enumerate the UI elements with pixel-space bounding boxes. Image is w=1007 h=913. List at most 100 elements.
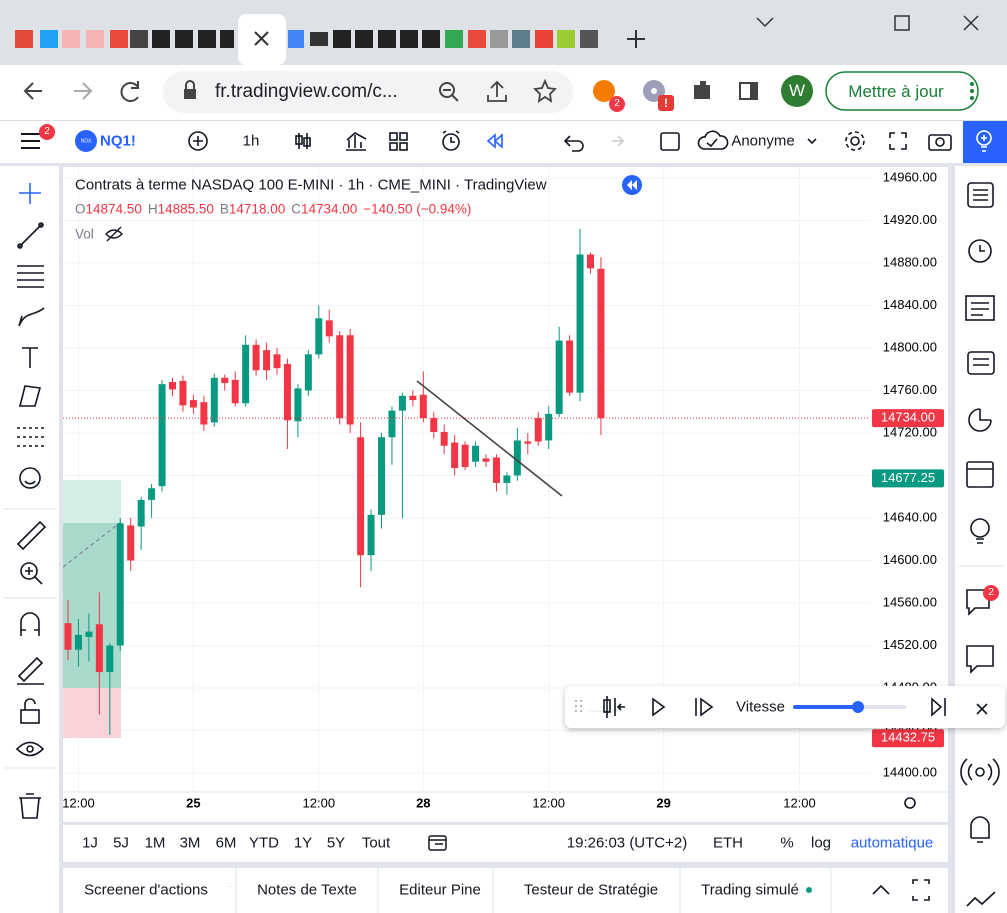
close-replay[interactable]	[976, 703, 988, 715]
range-button[interactable]: 1Y	[293, 834, 313, 852]
range-button[interactable]: 1M	[144, 834, 166, 852]
session[interactable]: ETH	[713, 834, 743, 852]
candle-body	[179, 380, 187, 406]
icon-shape	[694, 81, 710, 99]
reload-button[interactable]	[120, 81, 139, 102]
candle-body	[315, 318, 323, 355]
icon-shape	[486, 133, 503, 149]
candle-body	[116, 523, 124, 646]
panel-tab[interactable]: Testeur de Stratégie	[523, 881, 659, 899]
panel-tab[interactable]: Screener d'actions	[84, 881, 208, 899]
icon-shape	[651, 88, 657, 94]
icon-shape	[20, 562, 38, 580]
icon-shape	[399, 132, 408, 141]
icon-shape	[428, 835, 447, 851]
back-button[interactable]	[23, 82, 42, 100]
url-field[interactable]	[163, 71, 573, 113]
candle-body	[545, 413, 553, 441]
volume-hidden-icon[interactable]	[104, 225, 124, 243]
icon-shape	[965, 295, 995, 321]
icon-shape	[254, 31, 269, 46]
x-tick-label: 12:00	[532, 795, 565, 810]
legend-value: 14885.50	[157, 201, 214, 217]
step[interactable]	[695, 697, 714, 717]
play[interactable]	[652, 697, 666, 717]
icon-shape	[17, 243, 23, 249]
icon-shape	[970, 96, 974, 100]
candle-body	[336, 335, 344, 419]
panel-tabs	[63, 868, 948, 913]
goto-date[interactable]	[427, 833, 449, 853]
price-tag-label: 14734.00	[881, 410, 935, 425]
icon-shape	[18, 307, 45, 327]
icon-shape	[310, 32, 328, 46]
y-tick-label: 14760.00	[883, 382, 937, 397]
icon-shape	[429, 839, 446, 845]
icon-shape	[487, 80, 507, 102]
icon-shape	[235, 868, 832, 913]
x-tick-label: 25	[186, 795, 200, 810]
icon-shape	[845, 131, 865, 151]
log-toggle[interactable]: log	[810, 834, 832, 852]
candle-body	[304, 354, 312, 391]
y-tick-label: 14640.00	[883, 509, 937, 524]
icon-shape	[220, 30, 234, 48]
icon-shape	[535, 30, 553, 48]
trend-line	[416, 380, 563, 497]
y-tick-label: 14800.00	[883, 339, 937, 354]
tab-icons	[15, 14, 979, 65]
icon-shape	[850, 136, 860, 146]
update-button[interactable]	[825, 71, 979, 111]
candle-body	[85, 631, 93, 637]
range-button[interactable]: 1J	[82, 834, 98, 852]
icon-shape	[19, 793, 41, 819]
speed-label: Vitesse	[736, 698, 785, 716]
panel-tab[interactable]: Notes de Texte	[257, 881, 357, 899]
candle-body	[566, 340, 574, 393]
range-button[interactable]: 6M	[215, 834, 237, 852]
candle-body	[357, 437, 365, 556]
auto-toggle[interactable]: automatique	[850, 834, 934, 852]
panel-tab[interactable]: Editeur Pine	[399, 881, 481, 899]
range-button[interactable]: 5Y	[326, 834, 346, 852]
legend-value: 14718.00	[228, 201, 286, 217]
ideas-button[interactable]	[963, 121, 1007, 163]
range-button[interactable]: YTD	[249, 834, 279, 852]
account[interactable]: Anonyme	[731, 132, 795, 150]
interval[interactable]: 1h	[242, 132, 260, 150]
icon-shape	[198, 30, 216, 48]
icon-shape	[976, 130, 992, 146]
speed-slider[interactable]	[852, 701, 864, 713]
y-tick-label: 14400.00	[883, 764, 937, 779]
percent-toggle[interactable]: %	[780, 834, 794, 852]
replay-icons	[575, 696, 988, 718]
candle-body	[95, 624, 103, 673]
x-tick-label: 28	[416, 795, 430, 810]
jump[interactable]	[931, 697, 946, 717]
replay-indicator-icon	[627, 180, 637, 190]
icon-shape	[442, 130, 460, 143]
update-label[interactable]: Mettre à jour	[848, 82, 944, 101]
candle-body	[503, 475, 511, 483]
icon-shape	[18, 385, 42, 407]
range-button[interactable]: 3M	[179, 834, 201, 852]
range-button[interactable]: Tout	[361, 834, 391, 852]
panel-tab[interactable]: Trading simulé	[701, 881, 799, 899]
icon-shape	[378, 30, 396, 48]
profile-initial[interactable]: W	[788, 81, 806, 100]
symbol[interactable]: NQ1!	[100, 132, 136, 150]
candle-body	[346, 335, 354, 425]
candle-body	[472, 445, 480, 462]
icon-shape	[19, 183, 41, 204]
settings[interactable]	[904, 797, 916, 809]
nav-icons: !	[23, 71, 979, 113]
icon-shape	[20, 612, 40, 636]
legend-change: −140.50 (−0.94%)	[363, 201, 472, 217]
forward-button[interactable]	[74, 82, 93, 100]
icon-shape	[22, 347, 38, 368]
icon-shape	[303, 137, 311, 147]
icon-shape	[960, 758, 1000, 786]
icon-shape	[970, 82, 974, 86]
range-button[interactable]: 5J	[113, 834, 129, 852]
icon-shape	[750, 83, 757, 99]
